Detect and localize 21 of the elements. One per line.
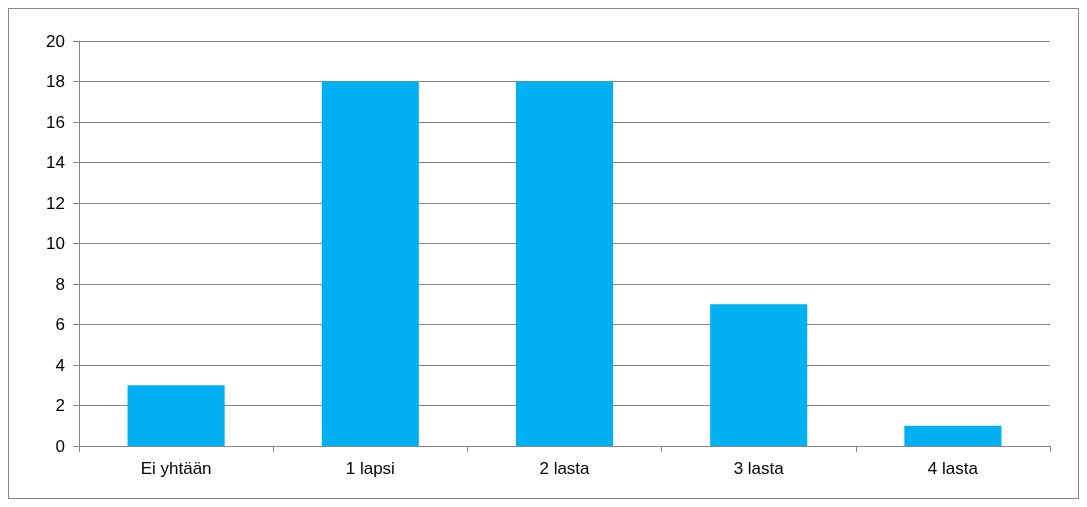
x-tick-label: 3 lasta xyxy=(733,459,785,478)
y-tick-label: 18 xyxy=(46,72,65,91)
bar xyxy=(321,81,419,446)
bar xyxy=(710,304,808,446)
x-tick-label: 4 lasta xyxy=(927,459,979,478)
bar xyxy=(904,425,1002,446)
y-tick-label: 8 xyxy=(55,274,65,294)
y-tick-label: 14 xyxy=(46,153,65,172)
x-tick-label: 2 lasta xyxy=(539,459,591,478)
y-tick-label: 2 xyxy=(55,396,65,415)
y-tick-label: 12 xyxy=(46,193,65,213)
y-tick-label: 6 xyxy=(55,315,65,334)
y-tick-label: 4 xyxy=(55,355,65,375)
y-tick-label: 10 xyxy=(46,234,65,253)
y-tick-label: 16 xyxy=(46,112,65,132)
x-tick-label: 1 lapsi xyxy=(345,459,395,478)
bar xyxy=(127,385,225,446)
y-tick-label: 0 xyxy=(55,436,65,456)
x-tick-label: Ei yhtään xyxy=(140,459,212,478)
bar xyxy=(515,81,614,446)
y-tick-label: 20 xyxy=(46,31,65,51)
